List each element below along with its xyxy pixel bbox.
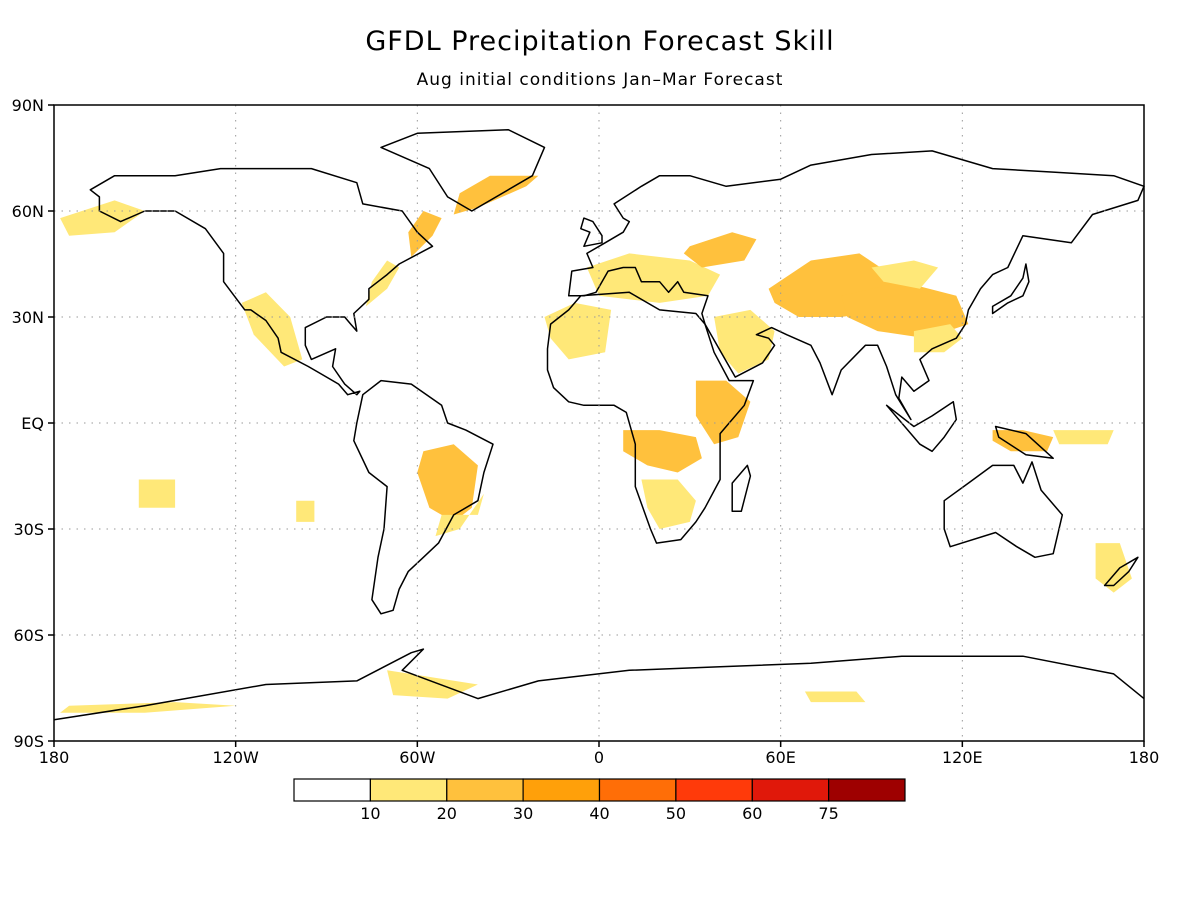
lat-tick-label: 30N [12, 308, 44, 327]
skill-region-europe-med [586, 253, 721, 303]
coastline-new-guinea [994, 425, 1054, 460]
colorbar-label: 75 [818, 804, 838, 823]
skill-region-antarctica-indian [804, 691, 866, 703]
coastline-britain [580, 217, 603, 248]
skill-region-antarctica-west [60, 702, 236, 713]
coastline-australia [943, 461, 1064, 559]
colorbar-swatch [369, 778, 448, 802]
lat-tick-label: EQ [21, 414, 44, 433]
coastline-eurasia [567, 150, 1145, 421]
skill-region-siberia [871, 260, 939, 289]
lat-tick-label: 90N [12, 96, 44, 115]
lon-tick-label: 0 [594, 748, 604, 767]
colorbar-swatch [446, 778, 524, 802]
colorbar-swatch [598, 778, 677, 802]
colorbar-swatch [522, 778, 601, 802]
skill-region-eastern-europe [683, 232, 757, 268]
skill-region-central-africa [623, 430, 702, 473]
axis-ticks: 180 120W 60W 0 60E 120E 180 90N 60N 30N EQ 30S 60S 90… [12, 96, 1160, 767]
colorbar-label: 60 [742, 804, 762, 823]
lon-tick-label: 180 [39, 748, 70, 767]
coastline-greenland [380, 128, 546, 212]
colorbar-label: 50 [666, 804, 686, 823]
skill-region-new-guinea [992, 430, 1054, 452]
skill-region-south-atlantic [296, 500, 315, 522]
colorbar-swatch [827, 778, 906, 802]
lon-tick-label: 180 [1129, 748, 1160, 767]
skill-region-north-america-west [60, 200, 145, 236]
map-title: GFDL Precipitation Forecast Skill [365, 26, 835, 57]
lat-tick-label: 60N [12, 202, 44, 221]
skill-region-tibet-china [841, 281, 969, 339]
skill-region-labrador [408, 211, 442, 257]
coastline-japan [991, 263, 1030, 315]
skill-region-west-pacific [1053, 430, 1114, 445]
colorbar-label: 10 [360, 804, 380, 823]
colorbar-swatch [675, 778, 753, 802]
coastline-antarctica [53, 648, 1145, 721]
skill-regions [60, 175, 1132, 713]
colorbar: 10 20 30 40 50 60 75 [293, 778, 906, 823]
map-subtitle: Aug initial conditions Jan–Mar Forecast [416, 70, 784, 90]
lon-tick-label: 60E [765, 748, 795, 767]
skill-region-brazil [417, 444, 478, 522]
lon-tick-label: 60W [399, 748, 435, 767]
skill-region-east-africa [695, 380, 751, 445]
skill-region-southern-africa [641, 479, 696, 529]
lat-tick-label: 90S [13, 732, 44, 751]
colorbar-label: 20 [437, 804, 457, 823]
lon-tick-label: 120W [212, 748, 259, 767]
coastline-north-america [89, 167, 434, 396]
colorbar-swatch [751, 778, 830, 802]
lat-tick-label: 30S [13, 520, 44, 539]
colorbar-label: 40 [589, 804, 609, 823]
skill-region-arabia [714, 309, 775, 374]
colorbar-swatch [293, 778, 372, 802]
coastline-new-zealand [1103, 556, 1139, 587]
skill-region-tasman [1095, 543, 1132, 593]
lat-tick-label: 60S [13, 626, 44, 645]
gridlines [54, 105, 1144, 741]
colorbar-label: 30 [513, 804, 533, 823]
coastline-madagascar [731, 464, 752, 513]
skill-region-antarctic-peninsula [387, 670, 478, 699]
lon-tick-label: 120E [942, 748, 983, 767]
coastline-south-america [353, 379, 494, 615]
coastline-sumatra-borneo [885, 401, 958, 453]
skill-region-east-pacific [138, 479, 176, 508]
skill-region-south-china [913, 324, 963, 353]
